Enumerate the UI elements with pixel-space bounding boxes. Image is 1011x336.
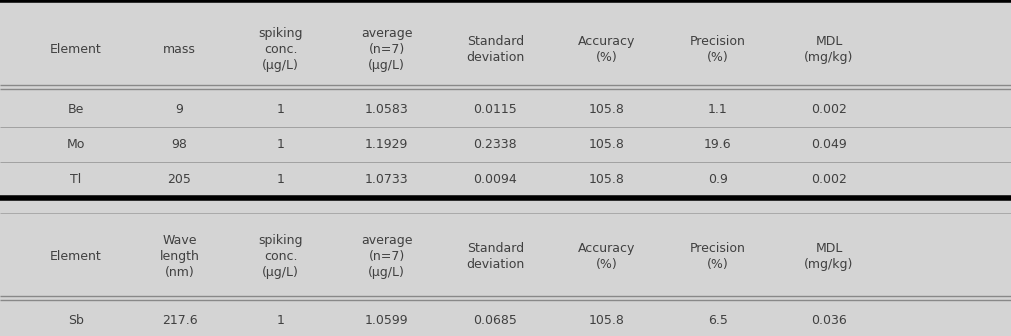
- Text: average
(n=7)
(μg/L): average (n=7) (μg/L): [361, 234, 412, 279]
- Text: Element: Element: [50, 43, 102, 56]
- Text: Mo: Mo: [67, 138, 85, 151]
- Text: 1: 1: [277, 138, 284, 151]
- Text: Accuracy
(%): Accuracy (%): [578, 242, 635, 271]
- Text: 6.5: 6.5: [708, 314, 728, 327]
- Text: 0.0115: 0.0115: [473, 103, 518, 116]
- Text: 0.0685: 0.0685: [473, 314, 518, 327]
- Text: 105.8: 105.8: [588, 103, 625, 116]
- Text: 1: 1: [277, 173, 284, 186]
- Text: 0.9: 0.9: [708, 173, 728, 186]
- Text: 205: 205: [168, 173, 191, 186]
- Text: 1.1929: 1.1929: [365, 138, 408, 151]
- Text: spiking
conc.
(μg/L): spiking conc. (μg/L): [258, 234, 303, 279]
- Text: Tl: Tl: [70, 173, 82, 186]
- Text: Element: Element: [50, 250, 102, 263]
- Text: 19.6: 19.6: [704, 138, 732, 151]
- Text: 0.036: 0.036: [811, 314, 847, 327]
- Text: 1.0733: 1.0733: [365, 173, 408, 186]
- Text: 1.0583: 1.0583: [365, 103, 408, 116]
- Text: 9: 9: [176, 103, 183, 116]
- Text: 0.0094: 0.0094: [473, 173, 518, 186]
- Text: 98: 98: [172, 138, 187, 151]
- Text: 105.8: 105.8: [588, 314, 625, 327]
- Text: average
(n=7)
(μg/L): average (n=7) (μg/L): [361, 27, 412, 72]
- Text: Wave
length
(nm): Wave length (nm): [160, 234, 199, 279]
- Text: mass: mass: [163, 43, 196, 56]
- Text: Precision
(%): Precision (%): [690, 35, 746, 64]
- Text: 0.2338: 0.2338: [473, 138, 518, 151]
- Text: 1: 1: [277, 314, 284, 327]
- Text: 217.6: 217.6: [162, 314, 197, 327]
- Text: 0.002: 0.002: [811, 103, 847, 116]
- Text: spiking
conc.
(μg/L): spiking conc. (μg/L): [258, 27, 303, 72]
- Text: 0.002: 0.002: [811, 173, 847, 186]
- Text: MDL
(mg/kg): MDL (mg/kg): [805, 35, 853, 64]
- Text: Sb: Sb: [68, 314, 84, 327]
- Text: Standard
deviation: Standard deviation: [466, 35, 525, 64]
- Text: 1.0599: 1.0599: [365, 314, 408, 327]
- Text: Accuracy
(%): Accuracy (%): [578, 35, 635, 64]
- Text: MDL
(mg/kg): MDL (mg/kg): [805, 242, 853, 271]
- Text: 1: 1: [277, 103, 284, 116]
- Text: Be: Be: [68, 103, 84, 116]
- Text: 1.1: 1.1: [708, 103, 728, 116]
- Text: 105.8: 105.8: [588, 173, 625, 186]
- Text: 0.049: 0.049: [811, 138, 847, 151]
- Text: 105.8: 105.8: [588, 138, 625, 151]
- Text: Precision
(%): Precision (%): [690, 242, 746, 271]
- Text: Standard
deviation: Standard deviation: [466, 242, 525, 271]
